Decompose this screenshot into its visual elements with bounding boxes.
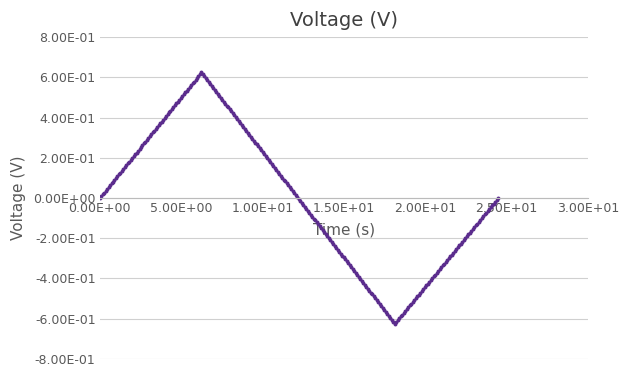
Title: Voltage (V): Voltage (V): [290, 11, 398, 30]
Y-axis label: Voltage (V): Voltage (V): [11, 156, 26, 240]
X-axis label: Time (s): Time (s): [312, 222, 375, 237]
